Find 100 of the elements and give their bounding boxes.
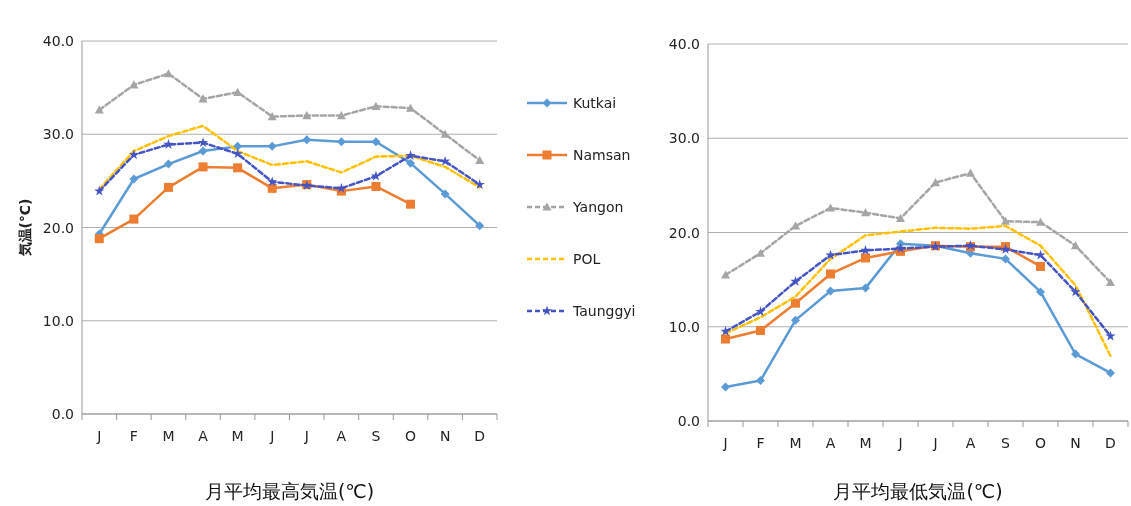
point xyxy=(860,245,871,255)
point xyxy=(475,221,485,231)
x-tick-label: F xyxy=(756,435,765,451)
x-tick-label: M xyxy=(789,435,802,451)
point xyxy=(1036,217,1045,226)
point xyxy=(302,135,312,145)
point xyxy=(371,181,381,191)
point xyxy=(371,101,381,110)
point xyxy=(825,249,836,260)
point xyxy=(861,208,870,217)
y-tick-label: 40.0 xyxy=(42,33,74,49)
point xyxy=(129,214,139,224)
point xyxy=(791,221,800,230)
point xyxy=(721,382,730,392)
point xyxy=(755,306,766,317)
point xyxy=(790,276,801,286)
point xyxy=(94,185,105,196)
y-tick-label: 0.0 xyxy=(51,406,74,422)
point xyxy=(406,199,416,209)
text: 月平均最低気温(℃) xyxy=(833,480,1003,502)
point xyxy=(1035,249,1046,260)
point xyxy=(1071,241,1080,250)
point xyxy=(94,105,104,114)
point xyxy=(336,137,346,147)
point xyxy=(826,286,835,296)
legend-label: POL xyxy=(573,251,601,267)
y-tick-label: 10.0 xyxy=(42,312,74,329)
point xyxy=(475,155,485,164)
x-tick-label: A xyxy=(965,435,976,451)
point xyxy=(931,178,940,187)
point xyxy=(861,253,870,263)
y-tick-label: 30.0 xyxy=(42,126,74,143)
x-tick-label: J xyxy=(303,428,309,444)
y-tick-label: 0.0 xyxy=(677,413,700,429)
x-tick-label: J xyxy=(897,435,903,451)
y-tick-label: 40.0 xyxy=(668,36,700,52)
point xyxy=(1001,254,1010,264)
x-tick-label: J xyxy=(932,435,938,451)
point xyxy=(163,159,173,169)
point xyxy=(756,248,765,257)
point xyxy=(233,163,243,173)
text: 月平均最高気温(℃) xyxy=(204,480,375,502)
point xyxy=(302,111,312,120)
x-tick-label: N xyxy=(1070,435,1081,451)
point xyxy=(198,146,208,156)
point xyxy=(439,155,451,166)
x-tick-label: M xyxy=(162,428,175,444)
point xyxy=(128,149,140,160)
x-tick-label: A xyxy=(198,428,209,444)
point xyxy=(94,234,104,244)
x-tick-label: J xyxy=(96,428,102,444)
point xyxy=(1001,216,1010,225)
point xyxy=(336,111,346,120)
y-tick-label: 10.0 xyxy=(668,318,700,335)
point xyxy=(267,112,277,121)
point xyxy=(267,141,277,151)
point xyxy=(371,137,381,147)
point xyxy=(720,326,731,336)
x-tick-label: J xyxy=(269,428,275,444)
point xyxy=(267,176,278,187)
legend-label: Kutkai xyxy=(573,95,617,111)
point xyxy=(129,80,139,89)
legend-label: Yangon xyxy=(572,199,624,215)
point xyxy=(1036,287,1045,297)
point xyxy=(474,179,485,189)
legend-label: Namsan xyxy=(573,147,631,163)
x-tick-label: S xyxy=(371,428,381,444)
point xyxy=(721,334,730,344)
point xyxy=(966,168,975,177)
point xyxy=(756,375,765,385)
y-axis-title: 気温(℃) xyxy=(17,198,33,258)
point xyxy=(721,270,730,279)
y-tick-label: 20.0 xyxy=(668,224,700,241)
x-tick-label: O xyxy=(1034,435,1047,451)
point xyxy=(129,174,139,184)
point xyxy=(861,283,870,293)
point xyxy=(756,326,765,336)
x-tick-label: F xyxy=(129,428,138,444)
point xyxy=(1070,286,1081,297)
y-tick-label: 30.0 xyxy=(668,130,700,147)
legend-label: Taunggyi xyxy=(572,303,636,319)
x-tick-label: A xyxy=(825,435,836,451)
point xyxy=(163,69,173,78)
point xyxy=(163,139,174,149)
x-tick-label: D xyxy=(1105,435,1116,451)
point xyxy=(405,150,416,161)
point xyxy=(163,182,173,192)
x-tick-label: M xyxy=(859,435,872,451)
x-tick-label: J xyxy=(722,435,728,451)
y-tick-label: 20.0 xyxy=(42,219,74,236)
point xyxy=(198,162,208,172)
point xyxy=(896,213,905,222)
x-tick-label: N xyxy=(439,428,451,444)
x-tick-label: A xyxy=(336,428,347,444)
x-tick-label: M xyxy=(231,428,244,444)
x-tick-label: D xyxy=(474,428,486,444)
point xyxy=(1071,349,1080,359)
point xyxy=(267,183,277,193)
point xyxy=(440,129,450,138)
point xyxy=(1106,368,1115,378)
